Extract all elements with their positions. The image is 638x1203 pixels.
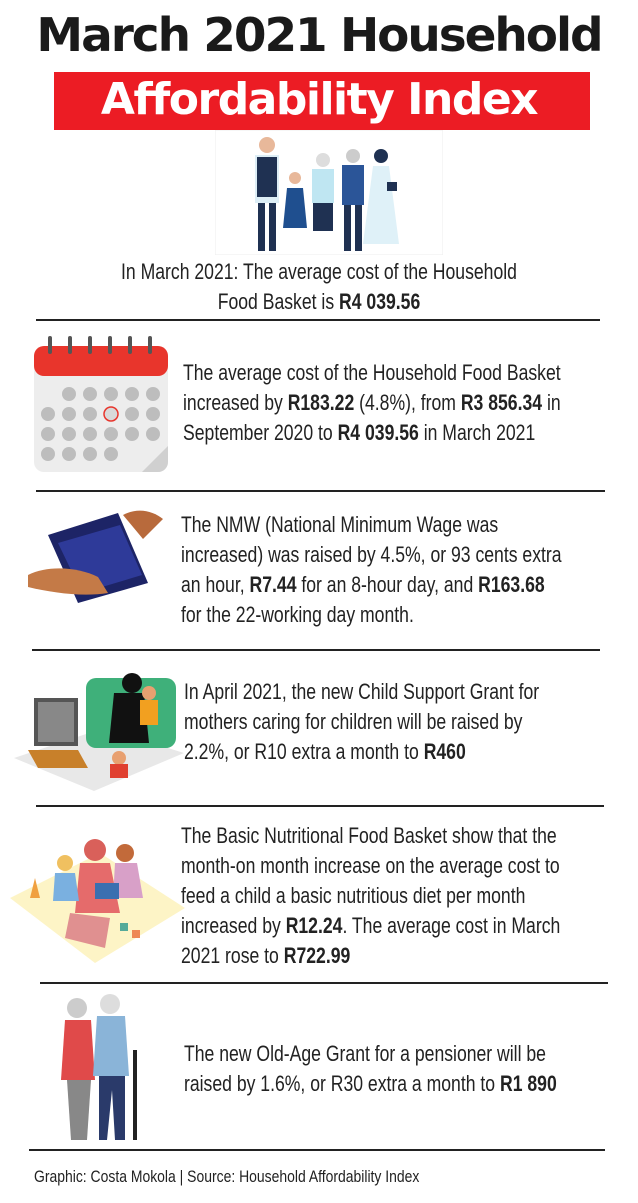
text-segment: Food Basket is: [217, 289, 340, 314]
text-line: September 2020 to R4 039.56 in March 202…: [183, 418, 561, 448]
calendar-day-dot: [146, 387, 160, 401]
calendar-day-dot: [125, 387, 139, 401]
calendar-day-dot: [104, 447, 118, 461]
text-segment: in March 2021: [418, 420, 536, 445]
section-old-age-grant-text: The new Old-Age Grant for a pensioner wi…: [184, 1039, 557, 1099]
text-line: increased) was raised by 4.5%, or 93 cen…: [181, 540, 562, 570]
divider: [29, 1149, 605, 1151]
text-line: 2.2%, or R10 extra a month to R460: [184, 737, 539, 767]
footer-credit: Graphic: Costa Mokola | Source: Househol…: [34, 1167, 420, 1186]
calendar-day-dot: [104, 427, 118, 441]
text-segment: increased) was raised by 4.5%, or 93 cen…: [181, 542, 562, 567]
calendar-day-dot: [146, 407, 160, 421]
text-line: Food Basket is R4 039.56: [64, 287, 574, 317]
section-calendar-text: The average cost of the Household Food B…: [183, 358, 561, 448]
text-line: In April 2021, the new Child Support Gra…: [184, 677, 539, 707]
text-segment: increased by: [181, 913, 286, 938]
calendar-day-dot: [62, 447, 76, 461]
calendar-icon: [34, 336, 168, 472]
calendar-day-dot: [83, 447, 97, 461]
text-segment: for the 22-working day month.: [181, 602, 414, 627]
text-segment: The NMW (National Minimum Wage was: [181, 512, 499, 537]
intro-text: In March 2021: The average cost of the H…: [64, 257, 574, 317]
calendar-day-dot: [83, 427, 97, 441]
text-segment: In April 2021, the new Child Support Gra…: [184, 679, 540, 704]
elderly-couple-icon: [61, 994, 137, 1140]
calendar-day-dot: [103, 406, 119, 422]
empty-wallet-icon: [28, 510, 163, 603]
calendar-day-dot: [146, 427, 160, 441]
text-segment: . The average cost in March: [342, 913, 561, 938]
text-segment: an hour,: [181, 572, 250, 597]
text-segment: mothers caring for children will be rais…: [184, 709, 523, 734]
section-wage-text: The NMW (National Minimum Wage was increa…: [181, 510, 562, 630]
family-icon: [215, 130, 443, 255]
calendar-day-dot: [104, 387, 118, 401]
highlight-value: R3 856.34: [460, 390, 543, 415]
highlight-value: R7.44: [249, 572, 297, 597]
highlight-value: R12.24: [285, 913, 343, 938]
text-segment: feed a child a basic nutritious diet per…: [181, 883, 526, 908]
section-child-grant-text: In April 2021, the new Child Support Gra…: [184, 677, 539, 767]
calendar-day-dot: [83, 407, 97, 421]
title-banner: [54, 72, 590, 130]
text-segment: (4.8%), from: [354, 390, 461, 415]
text-line: raised by 1.6%, or R30 extra a month to …: [184, 1069, 557, 1099]
text-segment: in: [542, 390, 561, 415]
calendar-day-dot: [62, 427, 76, 441]
text-line: mothers caring for children will be rais…: [184, 707, 539, 737]
divider: [36, 805, 604, 807]
text-line: for the 22-working day month.: [181, 600, 562, 630]
highlight-value: R4 039.56: [337, 420, 419, 445]
text-segment: In March 2021: The average cost of the H…: [121, 259, 517, 284]
text-line: 2021 rose to R722.99: [181, 941, 560, 971]
text-segment: month-on month increase on the average c…: [181, 853, 560, 878]
divider: [36, 490, 605, 492]
text-segment: The average cost of the Household Food B…: [183, 360, 561, 385]
text-line: The Basic Nutritional Food Basket show t…: [181, 821, 560, 851]
text-line: feed a child a basic nutritious diet per…: [181, 881, 560, 911]
calendar-day-dot: [62, 407, 76, 421]
text-line: month-on month increase on the average c…: [181, 851, 560, 881]
calendar-day-dot: [62, 387, 76, 401]
text-line: The NMW (National Minimum Wage was: [181, 510, 562, 540]
text-line: The average cost of the Household Food B…: [183, 358, 561, 388]
calendar-day-dot: [125, 427, 139, 441]
title-line-1: March 2021 Household: [36, 8, 603, 62]
text-line: increased by R12.24. The average cost in…: [181, 911, 560, 941]
text-segment: increased by: [183, 390, 288, 415]
highlight-value: R163.68: [478, 572, 545, 597]
text-line: an hour, R7.44 for an 8-hour day, and R1…: [181, 570, 562, 600]
text-segment: September 2020 to: [183, 420, 338, 445]
text-segment: 2.2%, or R10 extra a month to: [184, 739, 424, 764]
text-segment: The new Old-Age Grant for a pensioner wi…: [184, 1041, 546, 1066]
section-nutrition-text: The Basic Nutritional Food Basket show t…: [181, 821, 560, 971]
text-line: In March 2021: The average cost of the H…: [64, 257, 574, 287]
highlight-value: R1 890: [499, 1071, 557, 1096]
calendar-day-dot: [125, 407, 139, 421]
highlight-value: R4 039.56: [339, 289, 421, 314]
divider: [36, 319, 600, 321]
divider: [32, 649, 600, 651]
family-watching-tv-icon: [14, 673, 184, 791]
divider: [40, 982, 608, 984]
text-line: increased by R183.22 (4.8%), from R3 856…: [183, 388, 561, 418]
text-segment: for an 8-hour day, and: [296, 572, 479, 597]
highlight-value: R722.99: [283, 943, 351, 968]
calendar-day-dot: [41, 407, 55, 421]
text-segment: 2021 rose to: [181, 943, 284, 968]
title-line-2: Affordability Index: [100, 74, 539, 125]
text-line: The new Old-Age Grant for a pensioner wi…: [184, 1039, 557, 1069]
calendar-day-dot: [83, 387, 97, 401]
highlight-value: R183.22: [287, 390, 355, 415]
calendar-day-dot: [41, 427, 55, 441]
calendar-day-dot: [41, 447, 55, 461]
highlight-value: R460: [423, 739, 466, 764]
family-reading-icon: [10, 839, 185, 963]
text-segment: raised by 1.6%, or R30 extra a month to: [184, 1071, 500, 1096]
text-segment: The Basic Nutritional Food Basket show t…: [181, 823, 557, 848]
